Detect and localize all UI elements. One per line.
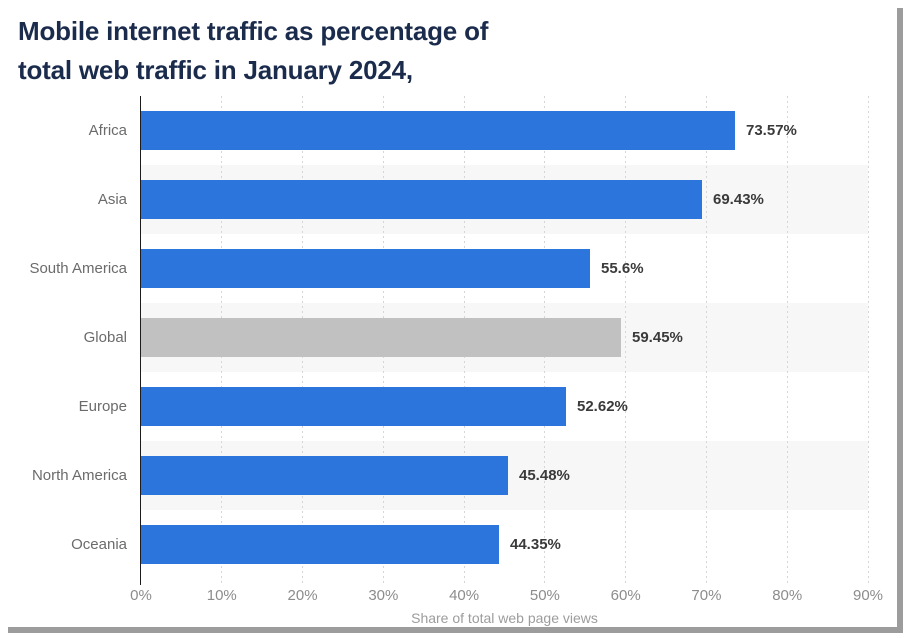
- bar-north-america: [141, 456, 508, 495]
- x-tick-0%: 0%: [130, 587, 152, 604]
- value-label-south-america: 55.6%: [601, 260, 644, 277]
- category-label-africa: Africa: [88, 122, 127, 139]
- x-axis-title: Share of total web page views: [411, 610, 598, 626]
- category-label-europe: Europe: [78, 398, 127, 415]
- x-tick-50%: 50%: [529, 587, 560, 604]
- category-label-global: Global: [83, 329, 127, 346]
- x-tick-10%: 10%: [206, 587, 237, 604]
- x-tick-30%: 30%: [368, 587, 399, 604]
- value-label-asia: 69.43%: [713, 191, 764, 208]
- gridline-90%: [867, 96, 869, 585]
- window-shadow-right: [897, 8, 903, 633]
- category-label-south-america: South America: [29, 260, 127, 277]
- x-tick-80%: 80%: [772, 587, 803, 604]
- category-label-oceania: Oceania: [71, 536, 127, 553]
- bar-south-america: [141, 249, 590, 288]
- value-label-global: 59.45%: [632, 329, 683, 346]
- bar-europe: [141, 387, 566, 426]
- category-label-north-america: North America: [31, 467, 127, 484]
- chart-title-line1: Mobile internet traffic as percentage of: [18, 16, 489, 46]
- bar-africa: [141, 111, 735, 150]
- chart-title-line2: total web traffic in January 2024,: [18, 55, 413, 85]
- value-label-north-america: 45.48%: [519, 467, 570, 484]
- bar-oceania: [141, 525, 499, 564]
- category-label-asia: Asia: [97, 191, 127, 208]
- window-shadow-bottom: [8, 627, 903, 633]
- value-label-europe: 52.62%: [577, 398, 628, 415]
- y-axis-line: [139, 96, 141, 585]
- value-label-africa: 73.57%: [746, 122, 797, 139]
- x-tick-60%: 60%: [610, 587, 641, 604]
- x-tick-70%: 70%: [691, 587, 722, 604]
- gridline-80%: [786, 96, 788, 585]
- x-tick-90%: 90%: [852, 587, 884, 604]
- x-tick-20%: 20%: [287, 587, 318, 604]
- bar-global: [141, 318, 621, 357]
- bar-asia: [141, 180, 702, 219]
- value-label-oceania: 44.35%: [510, 536, 561, 553]
- x-tick-40%: 40%: [449, 587, 480, 604]
- gridline-70%: [705, 96, 707, 585]
- chart-title: Mobile internet traffic as percentage of…: [18, 12, 488, 90]
- gridline-60%: [625, 96, 627, 585]
